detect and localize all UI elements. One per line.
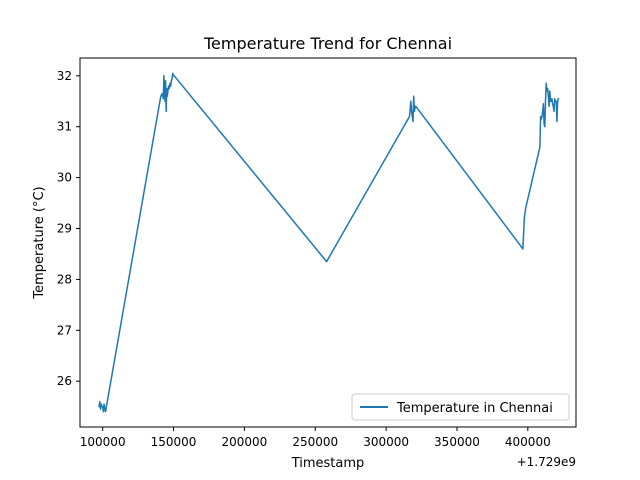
x-tick-label: 100000 bbox=[80, 435, 126, 449]
x-tick-label: 250000 bbox=[292, 435, 338, 449]
legend: Temperature in Chennai bbox=[351, 393, 570, 421]
y-tick-label: 30 bbox=[57, 171, 72, 185]
y-tick-label: 27 bbox=[57, 323, 72, 337]
y-tick-label: 32 bbox=[57, 69, 72, 83]
x-tick-label: 150000 bbox=[151, 435, 197, 449]
y-tick-label: 26 bbox=[57, 374, 72, 388]
plot-frame bbox=[79, 57, 577, 428]
y-tick-label: 29 bbox=[57, 222, 72, 236]
x-axis: 100000 150000 200000 250000 300000 350000 4000… bbox=[80, 427, 551, 449]
x-offset-label: +1.729e9 bbox=[517, 455, 576, 469]
y-tick-label: 31 bbox=[57, 120, 72, 134]
x-tick-label: 350000 bbox=[434, 435, 480, 449]
x-axis-label: Timestamp bbox=[291, 456, 365, 471]
x-tick-label: 200000 bbox=[221, 435, 267, 449]
chart-title: Temperature Trend for Chennai bbox=[203, 34, 452, 53]
x-tick-label: 300000 bbox=[363, 435, 409, 449]
legend-label: Temperature in Chennai bbox=[396, 401, 553, 416]
y-axis-label: Temperature (°C) bbox=[32, 186, 47, 299]
legend-box bbox=[351, 393, 570, 421]
x-tick-label: 400000 bbox=[505, 435, 551, 449]
y-axis: 26 27 28 29 30 31 32 bbox=[57, 69, 80, 388]
y-tick-label: 28 bbox=[57, 272, 72, 286]
series-line-temperature bbox=[98, 72, 560, 413]
plot-layer bbox=[98, 72, 560, 413]
